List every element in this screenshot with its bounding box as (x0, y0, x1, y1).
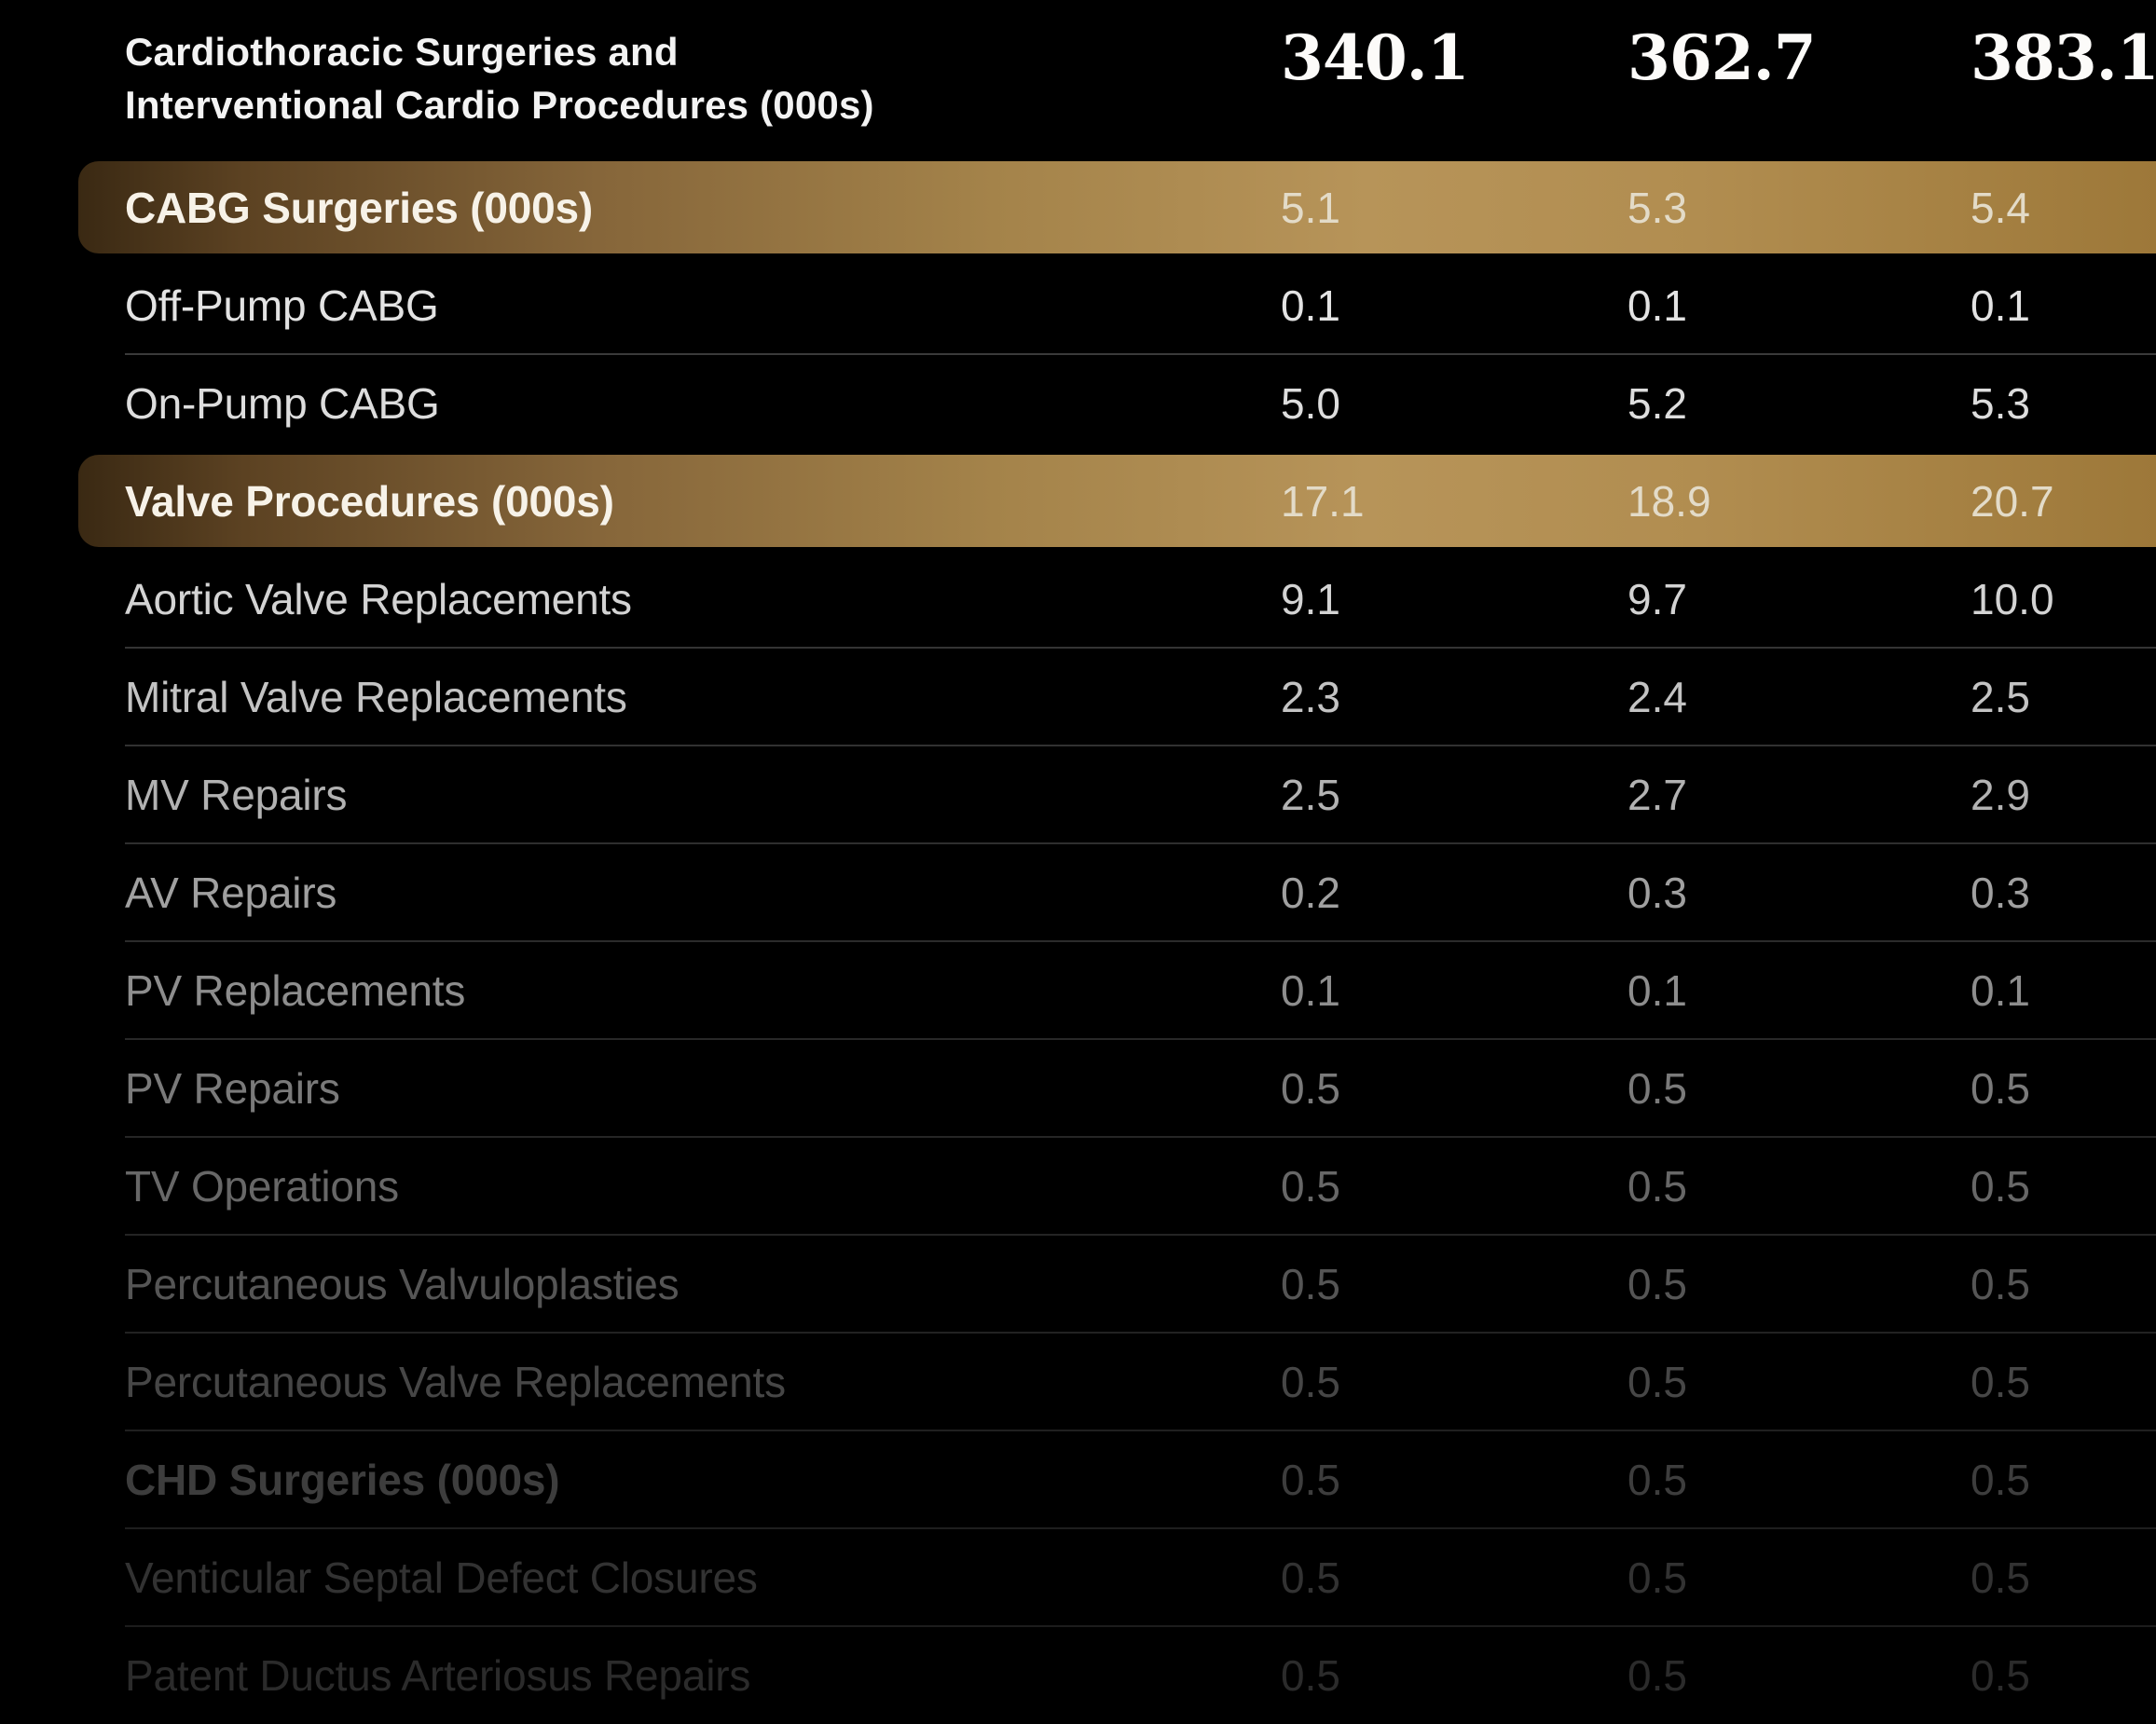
row-value-col2: 0.5 (1627, 1259, 1687, 1308)
row-value-col2: 0.1 (1627, 280, 1687, 330)
table-row: TV Operations 0.5 0.5 0.5 (0, 1136, 2156, 1235)
row-value-col3: 0.3 (1971, 868, 2030, 917)
row-value-col3: 2.5 (1971, 672, 2030, 721)
row-label: On-Pump CABG (125, 378, 440, 428)
row-value-col2: 2.4 (1627, 672, 1687, 721)
row-value-col2: 0.5 (1627, 1650, 1687, 1700)
row-value-col1: 0.5 (1281, 1455, 1340, 1504)
row-value-col1: 0.1 (1281, 965, 1340, 1015)
row-value-col2: 0.3 (1627, 868, 1687, 917)
table-title-line-2: Interventional Cardio Procedures (000s) (125, 83, 874, 127)
row-value-col1: 2.5 (1281, 770, 1340, 819)
row-value-col3: 0.5 (1971, 1455, 2030, 1504)
row-label: Patent Ductus Arteriosus Repairs (125, 1650, 751, 1700)
row-value-col3: 5.4 (1971, 183, 2030, 232)
row-value-col3: 0.5 (1971, 1259, 2030, 1308)
table-rows: CABG Surgeries (000s) 5.1 5.3 5.4 Off-Pump C… (0, 158, 2156, 1724)
row-label: Valve Procedures (000s) (125, 476, 614, 526)
row-label: CHD Surgeries (000s) (125, 1455, 560, 1504)
row-value-col1: 5.0 (1281, 378, 1340, 428)
row-value-col1: 5.1 (1281, 183, 1340, 232)
table-row: Venticular Septal Defect Closures 0.5 0.5 0… (0, 1527, 2156, 1626)
row-value-col2: 0.5 (1627, 1455, 1687, 1504)
row-value-col1: 0.5 (1281, 1161, 1340, 1211)
row-label: MV Repairs (125, 770, 348, 819)
row-value-col2: 18.9 (1627, 476, 1711, 526)
row-label: AV Repairs (125, 868, 337, 917)
table-row: Valve Procedures (000s) 17.1 18.9 20.7 (0, 452, 2156, 550)
row-value-col1: 0.5 (1281, 1357, 1340, 1406)
row-value-col3: 0.5 (1971, 1161, 2030, 1211)
row-value-col1: 0.5 (1281, 1553, 1340, 1602)
row-value-col2: 0.5 (1627, 1553, 1687, 1602)
row-value-col2: 9.7 (1627, 574, 1687, 623)
table-row: PV Repairs 0.5 0.5 0.5 (0, 1038, 2156, 1137)
gold-highlight-bar (78, 455, 2156, 547)
row-value-col2: 2.7 (1627, 770, 1687, 819)
row-value-col3: 10.0 (1971, 574, 2054, 623)
row-label: CABG Surgeries (000s) (125, 183, 593, 232)
row-value-col2: 0.1 (1627, 965, 1687, 1015)
table-header-row: Cardiothoracic Surgeries and Interventio… (0, 0, 2156, 158)
table-row: Patent Ductus Arteriosus Repairs 0.5 0.5 0.… (0, 1625, 2156, 1724)
row-label: PV Replacements (125, 965, 466, 1015)
row-value-col1: 0.2 (1281, 868, 1340, 917)
row-value-col3: 20.7 (1971, 476, 2054, 526)
row-label: Mitral Valve Replacements (125, 672, 627, 721)
table-row: Percutaneous Valvuloplasties 0.5 0.5 0.5 (0, 1234, 2156, 1333)
row-label: Off-Pump CABG (125, 280, 439, 330)
row-value-col3: 0.5 (1971, 1650, 2030, 1700)
table-row: AV Repairs 0.2 0.3 0.3 (0, 842, 2156, 941)
row-value-col2: 5.3 (1627, 183, 1687, 232)
table-row: Off-Pump CABG 0.1 0.1 0.1 (0, 256, 2156, 354)
row-value-col1: 2.3 (1281, 672, 1340, 721)
row-value-col1: 0.1 (1281, 280, 1340, 330)
table-row: CHD Surgeries (000s) 0.5 0.5 0.5 (0, 1430, 2156, 1528)
row-value-col1: 0.5 (1281, 1063, 1340, 1113)
row-value-col3: 0.5 (1971, 1357, 2030, 1406)
row-value-col2: 0.5 (1627, 1357, 1687, 1406)
row-label: Percutaneous Valvuloplasties (125, 1259, 680, 1308)
table-row: PV Replacements 0.1 0.1 0.1 (0, 940, 2156, 1039)
table-title-line-1: Cardiothoracic Surgeries and (125, 30, 679, 74)
row-value-col3: 0.1 (1971, 280, 2030, 330)
table-row: MV Repairs 2.5 2.7 2.9 (0, 745, 2156, 843)
row-label: Venticular Septal Defect Closures (125, 1553, 758, 1602)
row-value-col1: 17.1 (1281, 476, 1365, 526)
row-label: TV Operations (125, 1161, 399, 1211)
table-row: Percutaneous Valve Replacements 0.5 0.5 0.5 (0, 1332, 2156, 1430)
row-value-col2: 5.2 (1627, 378, 1687, 428)
row-label: Percutaneous Valve Replacements (125, 1357, 786, 1406)
table-row: Aortic Valve Replacements 9.1 9.7 10.0 (0, 550, 2156, 648)
header-value-col1: 340.1 (1281, 21, 1470, 94)
table-title: Cardiothoracic Surgeries and Interventio… (125, 25, 874, 131)
header-value-col3: 383.1 (1971, 21, 2156, 94)
row-value-col3: 2.9 (1971, 770, 2030, 819)
row-value-col3: 5.3 (1971, 378, 2030, 428)
table-row: On-Pump CABG 5.0 5.2 5.3 (0, 353, 2156, 452)
row-value-col1: 0.5 (1281, 1650, 1340, 1700)
row-label: Aortic Valve Replacements (125, 574, 632, 623)
row-value-col2: 0.5 (1627, 1063, 1687, 1113)
row-value-col3: 0.5 (1971, 1553, 2030, 1602)
header-value-col2: 362.7 (1627, 21, 1817, 94)
row-label: PV Repairs (125, 1063, 340, 1113)
row-value-col2: 0.5 (1627, 1161, 1687, 1211)
table-row: CABG Surgeries (000s) 5.1 5.3 5.4 (0, 158, 2156, 256)
table-row: Mitral Valve Replacements 2.3 2.4 2.5 (0, 647, 2156, 746)
gold-highlight-bar (78, 161, 2156, 253)
row-value-col1: 9.1 (1281, 574, 1340, 623)
row-value-col3: 0.1 (1971, 965, 2030, 1015)
row-value-col1: 0.5 (1281, 1259, 1340, 1308)
row-value-col3: 0.5 (1971, 1063, 2030, 1113)
